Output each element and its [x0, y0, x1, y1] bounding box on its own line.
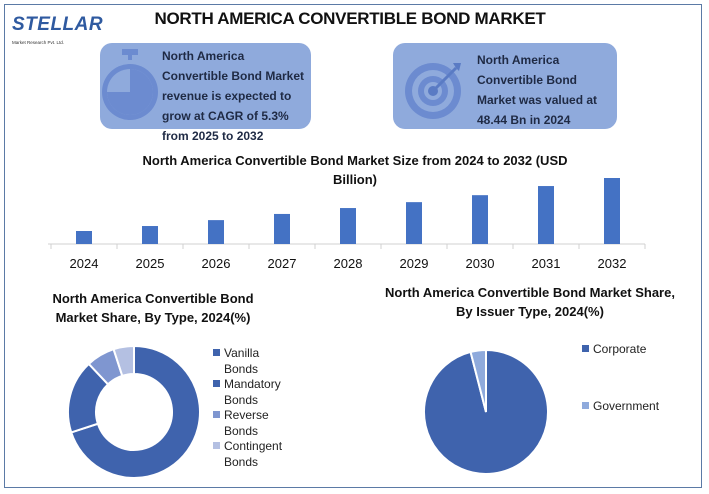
legend-label: Contingent Bonds	[224, 439, 283, 469]
bar-2027	[274, 213, 290, 244]
legend-swatch	[582, 402, 589, 409]
bar-2028	[340, 208, 356, 244]
valuation-info-box: North America Convertible Bond Market wa…	[393, 43, 617, 129]
legend-swatch	[582, 345, 589, 352]
legend-swatch	[213, 411, 220, 418]
bar-2026	[208, 220, 224, 244]
x-tick-label: 2029	[399, 256, 429, 271]
x-tick-label: 2032	[597, 256, 627, 271]
legend-swatch	[213, 380, 220, 387]
donut-legend: Vanilla Bonds Mandatory Bonds Reverse Bo…	[213, 346, 303, 470]
bar-2032	[604, 178, 620, 244]
cagr-text: North America Convertible Bond Market re…	[162, 49, 305, 143]
legend-label: Government	[593, 399, 660, 413]
donut-chart-title: North America Convertible Bond Market Sh…	[52, 291, 254, 325]
legend-swatch	[213, 349, 220, 356]
legend-label: Corporate	[593, 342, 647, 356]
x-tick-label: 2025	[135, 256, 165, 271]
legend-label: Vanilla Bonds	[224, 346, 260, 376]
x-tick-label: 2026	[201, 256, 231, 271]
x-tick-label: 2027	[267, 256, 297, 271]
stopwatch-icon	[102, 49, 158, 120]
legend-swatch	[213, 442, 220, 449]
target-icon	[405, 63, 461, 119]
pie-legend-corporate: Corporate	[582, 342, 646, 358]
valuation-text: North America Convertible Bond Market wa…	[477, 53, 598, 127]
bar-2025	[142, 226, 158, 244]
pie-slice-government	[469, 348, 487, 413]
logo-subtext: Market Research Pvt. Ltd.	[12, 40, 65, 45]
frame-border	[4, 4, 702, 488]
legend-label: Mandatory Bonds	[224, 377, 281, 407]
stellar-logo: STELLAR Market Research Pvt. Ltd.	[10, 12, 110, 48]
x-tick-label: 2031	[531, 256, 561, 271]
bar-2031	[538, 186, 554, 244]
cagr-info-box: North America Convertible Bond Market re…	[100, 43, 311, 143]
logo-text: STELLAR	[12, 14, 104, 35]
bar-2029	[406, 202, 422, 244]
x-tick-label: 2028	[333, 256, 363, 271]
legend-item: Mandatory Bonds	[213, 377, 303, 408]
legend-label: Reverse Bonds	[224, 408, 269, 438]
legend-item: Contingent Bonds	[213, 439, 303, 470]
x-tick-label: 2030	[465, 256, 495, 271]
bar-2024	[76, 231, 92, 244]
x-tick-label: 2024	[69, 256, 99, 271]
page-title: NORTH AMERICA CONVERTIBLE BOND MARKET	[154, 9, 546, 28]
donut-slice-vanilla-bonds	[69, 344, 201, 479]
legend-item: Reverse Bonds	[213, 408, 303, 439]
legend-item: Vanilla Bonds	[213, 346, 303, 377]
bar-chart-title: North America Convertible Bond Market Si…	[142, 153, 568, 187]
pie-chart-title: North America Convertible Bond Market Sh…	[385, 285, 675, 319]
pie-legend-government: Government	[582, 399, 659, 415]
donut-slice-contingent-bonds	[112, 344, 135, 378]
bar-2030	[472, 195, 488, 244]
